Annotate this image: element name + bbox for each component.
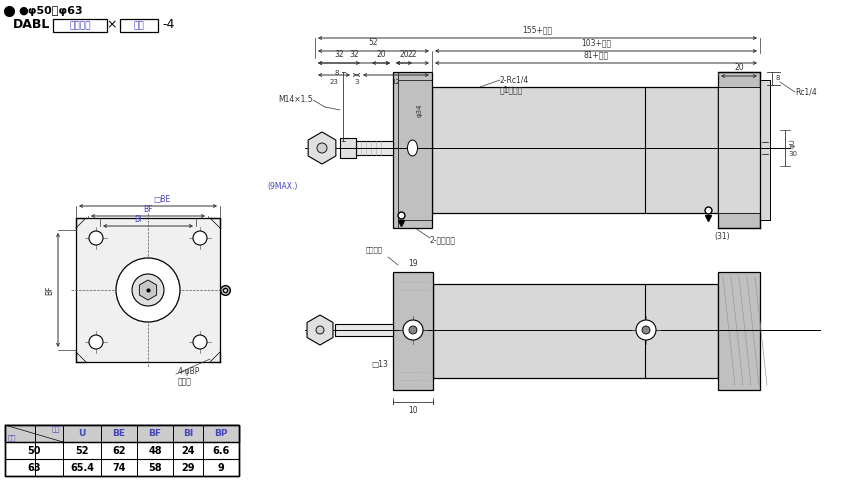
Bar	[718, 272, 760, 390]
Text: BF: BF	[45, 285, 54, 295]
Bar	[433, 284, 718, 378]
Text: 8: 8	[334, 70, 339, 76]
Text: 2-缓冲针阀: 2-缓冲针阀	[430, 236, 456, 245]
Bar	[5, 425, 239, 442]
Text: 22: 22	[408, 50, 417, 59]
Circle shape	[316, 326, 324, 334]
Circle shape	[317, 143, 327, 153]
Text: 23: 23	[329, 79, 339, 85]
Text: 103+行程: 103+行程	[581, 38, 611, 47]
Text: 155+行程: 155+行程	[523, 25, 552, 34]
Text: 20: 20	[399, 50, 408, 59]
Circle shape	[403, 320, 423, 340]
Circle shape	[636, 320, 656, 340]
Text: 62: 62	[112, 446, 126, 455]
Text: □BE: □BE	[153, 195, 170, 204]
Text: 对边距离: 对边距离	[366, 247, 383, 253]
Bar	[53, 19, 107, 32]
Text: 30: 30	[788, 151, 797, 157]
Circle shape	[642, 326, 650, 334]
Circle shape	[89, 335, 103, 349]
Text: 52: 52	[75, 446, 89, 455]
Text: 20: 20	[734, 63, 744, 72]
Text: 32: 32	[334, 50, 344, 59]
Ellipse shape	[408, 140, 418, 156]
Bar	[92, 338, 100, 346]
Text: 9: 9	[218, 462, 225, 472]
Text: 8: 8	[776, 75, 780, 81]
Text: 29: 29	[181, 462, 195, 472]
Text: U: U	[78, 429, 86, 438]
Text: ×: ×	[106, 18, 117, 32]
Text: 2-Rc1/4: 2-Rc1/4	[500, 76, 529, 84]
Bar	[393, 272, 433, 390]
Text: 63: 63	[27, 462, 41, 472]
Text: DABL: DABL	[13, 18, 50, 32]
Bar	[393, 72, 432, 228]
Text: 19: 19	[408, 259, 418, 269]
Bar	[340, 138, 356, 158]
Bar	[718, 87, 760, 213]
Text: Rc1/4: Rc1/4	[795, 87, 817, 96]
Text: 50: 50	[27, 446, 41, 455]
Text: 65.4: 65.4	[70, 462, 94, 472]
Text: 52: 52	[368, 38, 379, 47]
Polygon shape	[307, 315, 333, 345]
Bar	[5, 425, 239, 476]
Text: 行程: 行程	[134, 21, 145, 30]
Circle shape	[409, 326, 417, 334]
Text: 32: 32	[349, 50, 359, 59]
Bar	[760, 80, 770, 220]
Text: 20: 20	[376, 50, 386, 59]
Bar	[335, 324, 393, 336]
Text: 10: 10	[408, 406, 418, 414]
Circle shape	[116, 258, 180, 322]
Text: φU: φU	[790, 138, 796, 148]
Text: 81+行程: 81+行程	[584, 50, 608, 59]
Text: BE: BE	[112, 429, 125, 438]
Circle shape	[193, 335, 207, 349]
Text: BF: BF	[149, 429, 162, 438]
Circle shape	[89, 231, 103, 245]
Text: 符号: 符号	[52, 426, 60, 432]
Text: 24: 24	[181, 446, 195, 455]
Bar	[196, 234, 204, 242]
Bar	[718, 72, 760, 228]
Text: (9MAX.): (9MAX.)	[267, 181, 298, 191]
Text: ●φ50・φ63: ●φ50・φ63	[18, 6, 83, 16]
Text: 年1个堪头: 年1个堪头	[500, 85, 523, 94]
Text: -4: -4	[162, 18, 174, 32]
Bar	[5, 459, 239, 476]
Text: BF: BF	[143, 205, 152, 214]
Text: 气缸缸径: 气缸缸径	[69, 21, 91, 30]
Text: □13: □13	[371, 361, 388, 370]
Text: 12: 12	[391, 79, 401, 85]
Text: 6.6: 6.6	[213, 446, 230, 455]
Bar	[76, 218, 220, 362]
Bar	[356, 141, 393, 155]
Bar	[120, 19, 158, 32]
Text: 直径: 直径	[8, 435, 16, 441]
Text: 4-φBP: 4-φBP	[178, 368, 200, 376]
Circle shape	[193, 231, 207, 245]
Text: 58: 58	[148, 462, 162, 472]
Polygon shape	[140, 280, 157, 300]
Text: BI: BI	[134, 215, 141, 224]
Text: 安装孔: 安装孔	[178, 377, 191, 386]
Text: M14×1.5: M14×1.5	[278, 95, 313, 105]
Text: BI: BI	[183, 429, 193, 438]
Bar	[432, 87, 718, 213]
Circle shape	[132, 274, 164, 306]
Text: 74: 74	[112, 462, 126, 472]
Polygon shape	[308, 132, 336, 164]
Bar	[5, 442, 239, 459]
Text: BP: BP	[214, 429, 228, 438]
Bar	[92, 234, 100, 242]
Text: 3: 3	[354, 79, 359, 85]
Bar	[196, 338, 204, 346]
Text: (31): (31)	[714, 233, 730, 242]
Bar	[5, 425, 239, 476]
Text: φ34: φ34	[417, 103, 423, 117]
Text: 48: 48	[148, 446, 162, 455]
